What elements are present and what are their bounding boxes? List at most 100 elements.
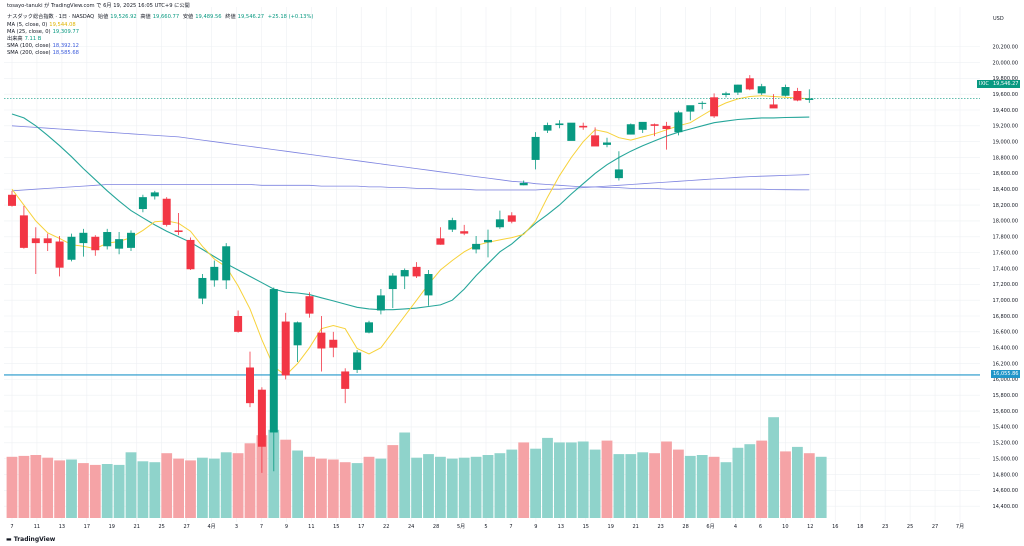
volume-bar (661, 441, 672, 518)
volume-bar (18, 455, 30, 518)
price-tick-label: 16,200.00 (993, 361, 1018, 367)
price-tick-label: 16,400.00 (993, 345, 1018, 351)
indicator-ma25[interactable]: MA (25, close, 0) 19,309.77 (7, 29, 79, 35)
time-tick-label: 4月 (207, 524, 215, 530)
candle-body (317, 332, 326, 349)
candle (115, 232, 124, 255)
candle-body (115, 239, 124, 249)
volume-bar (589, 449, 601, 518)
candle (138, 194, 147, 213)
candle-body (733, 84, 742, 93)
volume-bar (244, 443, 256, 518)
time-tick-label: 3 (235, 524, 238, 530)
price-tick-label: 18,600.00 (993, 171, 1018, 177)
volume-bar (482, 455, 494, 518)
time-tick-label: 16 (832, 524, 838, 530)
volume-bar (351, 463, 363, 518)
candle (246, 351, 254, 408)
volume-bar (768, 417, 779, 518)
price-tick-label: 17,400.00 (993, 266, 1018, 272)
candle (67, 233, 76, 262)
candle-body (388, 275, 397, 290)
price-tick-label: 17,600.00 (993, 250, 1018, 256)
price-tick-label: 20,000.00 (993, 60, 1018, 66)
candle (543, 122, 552, 133)
volume-bar (387, 445, 399, 518)
price-tick-label: 15,000.00 (993, 456, 1018, 462)
time-tick-label: 21 (632, 524, 638, 530)
volume-bar (30, 455, 42, 518)
time-axis[interactable]: 7 11 13 17 19 21 25 27 4月 3 7 9 11 15 17 22 24 28 5月 5 7 9 13 1… (10, 524, 964, 530)
volume-bar (125, 452, 137, 518)
candle-body (138, 197, 147, 210)
candle-body (722, 93, 730, 95)
volume-bar (411, 457, 422, 518)
candle (733, 84, 742, 95)
candle (103, 228, 112, 250)
candle (781, 84, 790, 97)
candle-body (626, 124, 635, 135)
price-tick-label: 19,000.00 (993, 139, 1018, 145)
time-tick-label: 6 (759, 524, 762, 530)
time-tick-label: 7 (10, 524, 13, 530)
candle-body (460, 231, 469, 234)
time-tick-label: 27 (932, 524, 938, 530)
price-tick-label: 17,000.00 (993, 298, 1018, 304)
indicator-ma5[interactable]: MA (5, close, 0) 19,544.08 (7, 22, 76, 28)
candle (376, 289, 385, 315)
candle (745, 75, 754, 91)
candle-body (376, 295, 385, 311)
candle-body (424, 274, 433, 296)
candle (460, 224, 469, 236)
price-tick-label: 15,600.00 (993, 409, 1018, 415)
candle (198, 274, 207, 305)
candle-body (186, 239, 195, 270)
candle (305, 292, 314, 318)
candle-body (103, 232, 112, 247)
candle-body (8, 194, 16, 206)
price-tick-label: 18,200.00 (993, 203, 1018, 209)
volume-bar (89, 464, 101, 518)
candle-body (162, 198, 171, 225)
volume-bar (720, 462, 732, 518)
candle-body (698, 102, 707, 104)
candle-body (495, 219, 504, 228)
time-tick-label: 28 (433, 524, 439, 530)
tradingview-logo[interactable]: ▬ TradingView (6, 536, 56, 543)
price-tick-label: 15,800.00 (993, 393, 1018, 399)
candle (412, 262, 421, 278)
candle-body (174, 230, 183, 233)
candle-body (43, 238, 52, 244)
time-tick-label: 6月 (706, 524, 714, 530)
candle (424, 270, 433, 306)
indicator-sma200[interactable]: SMA (200, close) 18,585.68 (7, 50, 79, 56)
volume-bar (684, 455, 696, 518)
indicator-volume[interactable]: 出来高 7.11 B (7, 36, 42, 42)
candle (757, 83, 766, 95)
candle (55, 235, 64, 277)
volume-bar (304, 456, 315, 518)
candle (400, 268, 409, 290)
candle (674, 110, 683, 136)
candle (769, 94, 778, 109)
volume-bar (446, 458, 458, 518)
candle-body (436, 238, 445, 245)
volume-bar (292, 450, 303, 518)
time-tick-label: 10 (782, 524, 788, 530)
price-axis[interactable]: 14,400.00 14,600.00 14,800.00 15,000.00 15,2… (993, 44, 1018, 510)
ohlc-legend: ナスダック総合指数 · 1日 · NASDAQ 始値 19,526.92 高値 19… (7, 14, 314, 20)
currency-label: USD (993, 16, 1004, 22)
time-tick-label: 9 (285, 524, 288, 530)
indicator-sma100[interactable]: SMA (100, close) 18,392.12 (7, 43, 79, 49)
volume-bar (470, 456, 482, 518)
volume-bar (803, 453, 815, 518)
volume-bar (423, 454, 434, 518)
volume-bar (6, 456, 18, 518)
sma100-line (11, 125, 810, 191)
candle-body (686, 105, 695, 112)
candle-body (472, 243, 481, 250)
candle (293, 321, 302, 362)
candle (19, 205, 28, 249)
time-tick-label: 21 (134, 524, 140, 530)
